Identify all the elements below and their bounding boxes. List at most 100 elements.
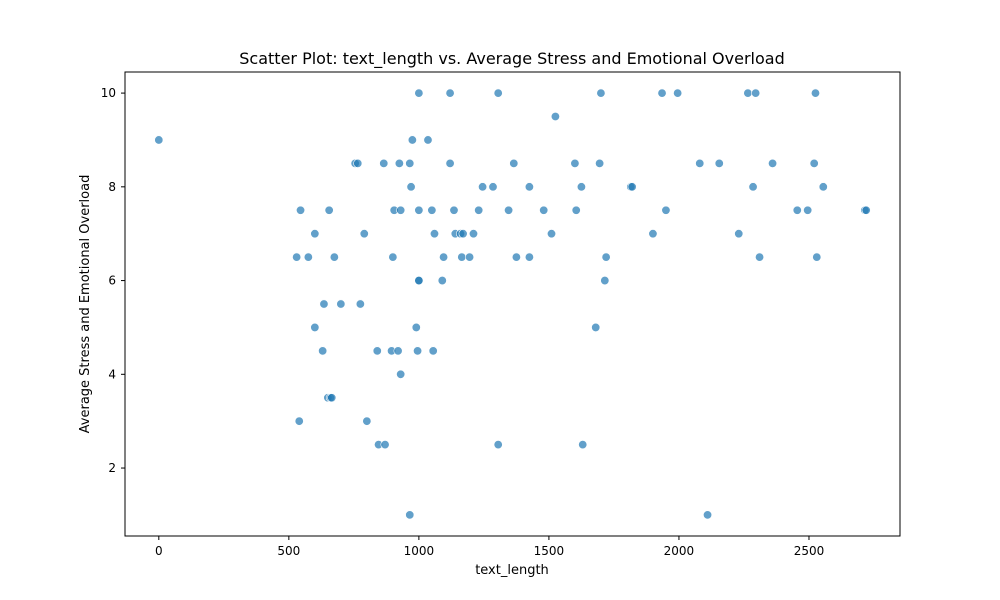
data-point: [468, 229, 478, 239]
data-point: [380, 440, 390, 450]
data-point: [296, 205, 306, 215]
data-point: [810, 88, 820, 98]
data-point: [393, 346, 403, 356]
data-point: [478, 182, 488, 192]
x-axis-label: text_length: [475, 563, 549, 578]
data-point: [429, 229, 439, 239]
data-point: [292, 252, 302, 262]
data-point: [751, 88, 761, 98]
data-point: [743, 88, 753, 98]
data-point: [714, 158, 724, 168]
y-tick-label: 8: [108, 180, 116, 194]
x-tick-label: 2000: [664, 544, 695, 558]
data-point: [394, 158, 404, 168]
data-point: [427, 205, 437, 215]
data-point: [596, 88, 606, 98]
x-tick-label: 500: [277, 544, 300, 558]
data-point: [657, 88, 667, 98]
data-points: [154, 88, 871, 520]
data-point: [595, 158, 605, 168]
data-point: [405, 510, 415, 520]
data-point: [539, 205, 549, 215]
data-point: [768, 158, 778, 168]
data-point: [405, 158, 415, 168]
plot-frame: [124, 71, 901, 537]
data-point: [591, 322, 601, 332]
data-point: [406, 182, 416, 192]
data-point: [413, 346, 423, 356]
data-point: [437, 276, 447, 286]
data-point: [601, 252, 611, 262]
data-point: [362, 416, 372, 426]
data-point: [414, 88, 424, 98]
data-point: [458, 229, 468, 239]
data-point: [294, 416, 304, 426]
data-point: [411, 322, 421, 332]
data-point: [428, 346, 438, 356]
data-point: [803, 205, 813, 215]
data-point: [576, 182, 586, 192]
data-point: [414, 276, 424, 286]
y-axis-label: Average Stress and Emotional Overload: [78, 175, 93, 434]
y-tick-label: 4: [108, 367, 116, 381]
data-point: [465, 252, 475, 262]
data-point: [755, 252, 765, 262]
data-point: [493, 440, 503, 450]
data-point: [445, 88, 455, 98]
data-point: [154, 135, 164, 145]
x-tick-label: 0: [155, 544, 163, 558]
data-point: [809, 158, 819, 168]
data-point: [439, 252, 449, 262]
data-point: [571, 205, 581, 215]
data-point: [818, 182, 828, 192]
data-point: [570, 158, 580, 168]
data-point: [673, 88, 683, 98]
data-point: [547, 229, 557, 239]
data-point: [550, 112, 560, 122]
data-point: [324, 205, 334, 215]
data-point: [488, 182, 498, 192]
data-point: [627, 182, 637, 192]
data-point: [310, 229, 320, 239]
data-point: [303, 252, 313, 262]
y-tick-label: 10: [101, 86, 116, 100]
data-point: [319, 299, 329, 309]
data-point: [396, 205, 406, 215]
data-point: [524, 182, 534, 192]
data-point: [318, 346, 328, 356]
data-point: [648, 229, 658, 239]
data-point: [379, 158, 389, 168]
data-point: [600, 276, 610, 286]
data-point: [703, 510, 713, 520]
data-point: [355, 299, 365, 309]
data-point: [861, 205, 871, 215]
data-point: [449, 205, 459, 215]
y-tick-label: 6: [108, 274, 116, 288]
data-point: [661, 205, 671, 215]
data-point: [695, 158, 705, 168]
x-axis-ticks: 0 500 1000 1500 2000 2500: [155, 536, 824, 558]
y-axis-ticks: 2 4 6 8 10: [101, 86, 125, 475]
x-tick-label: 1000: [404, 544, 435, 558]
chart-title: Scatter Plot: text_length vs. Average St…: [239, 49, 784, 69]
data-point: [504, 205, 514, 215]
data-point: [748, 182, 758, 192]
data-point: [353, 158, 363, 168]
data-point: [509, 158, 519, 168]
data-point: [329, 252, 339, 262]
data-point: [493, 88, 503, 98]
data-point: [372, 346, 382, 356]
x-tick-label: 1500: [534, 544, 565, 558]
data-point: [812, 252, 822, 262]
data-point: [524, 252, 534, 262]
data-point: [407, 135, 417, 145]
data-point: [396, 369, 406, 379]
data-point: [336, 299, 346, 309]
data-point: [414, 205, 424, 215]
data-point: [423, 135, 433, 145]
data-point: [388, 252, 398, 262]
data-point: [327, 393, 337, 403]
data-point: [474, 205, 484, 215]
x-tick-label: 2500: [794, 544, 825, 558]
